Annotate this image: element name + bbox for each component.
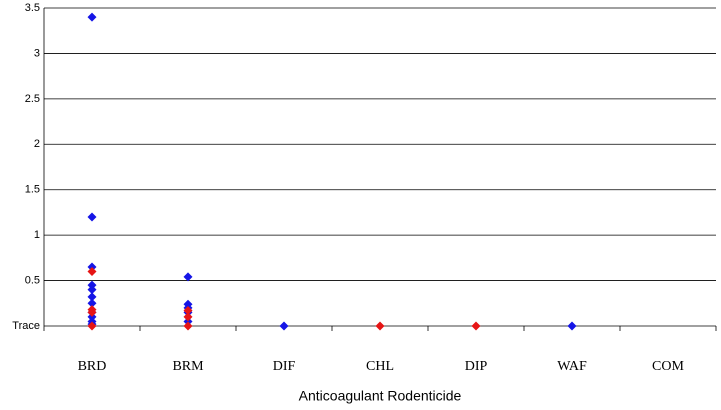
x-tick-label: BRM xyxy=(172,359,204,374)
y-tick-label: 1 xyxy=(34,229,40,241)
x-tick-label: DIP xyxy=(465,359,488,374)
point xyxy=(183,272,193,282)
point xyxy=(87,285,97,295)
y-tick-label: 3 xyxy=(34,47,40,59)
x-axis-title: Anticoagulant Rodenticide xyxy=(299,388,462,404)
point xyxy=(87,212,97,222)
x-tick-label: DIF xyxy=(273,359,296,374)
y-tick-label: 2 xyxy=(34,138,40,150)
point xyxy=(87,262,97,272)
point xyxy=(87,280,97,290)
point xyxy=(183,316,193,326)
x-tick-label: WAF xyxy=(557,359,587,374)
y-tick-label: 2.5 xyxy=(25,93,40,105)
point xyxy=(183,321,193,331)
point xyxy=(87,292,97,302)
point xyxy=(471,321,481,331)
point xyxy=(87,298,97,308)
x-tick-label: COM xyxy=(652,359,684,374)
y-tick-label: 0.5 xyxy=(25,274,40,286)
y-tick-label: 1.5 xyxy=(25,184,40,196)
point xyxy=(87,307,97,317)
point xyxy=(87,312,97,322)
point xyxy=(87,321,97,331)
y-tick-label: 3.5 xyxy=(25,2,40,14)
x-tick-label: BRD xyxy=(78,359,107,374)
point xyxy=(87,12,97,22)
point xyxy=(183,312,193,322)
y-tick-label: Trace xyxy=(12,320,40,332)
point xyxy=(375,321,385,331)
point xyxy=(183,306,193,316)
point xyxy=(87,266,97,276)
point xyxy=(279,321,289,331)
x-tick-label: CHL xyxy=(366,359,394,374)
point xyxy=(567,321,577,331)
